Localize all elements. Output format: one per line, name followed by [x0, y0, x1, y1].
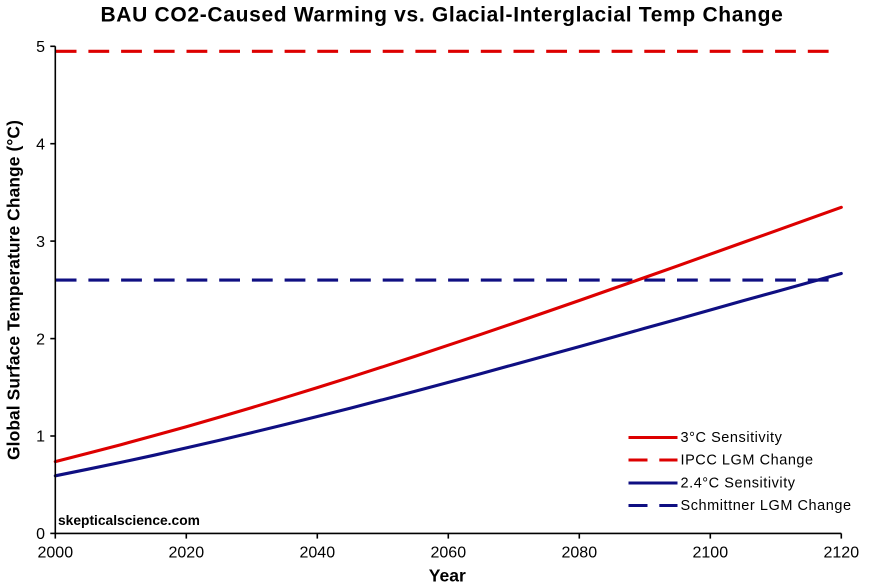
svg-text:Year: Year	[429, 566, 466, 586]
svg-text:2000: 2000	[38, 544, 74, 561]
svg-text:4: 4	[36, 136, 45, 153]
svg-text:2: 2	[36, 331, 45, 348]
svg-text:2120: 2120	[824, 544, 860, 561]
svg-text:BAU CO2-Caused Warming vs. Gla: BAU CO2-Caused Warming vs. Glacial-Inter…	[100, 3, 783, 26]
svg-text:2060: 2060	[431, 544, 467, 561]
svg-text:3°C Sensitivity: 3°C Sensitivity	[681, 430, 783, 446]
svg-text:Schmittner LGM Change: Schmittner LGM Change	[681, 498, 852, 514]
svg-text:2080: 2080	[562, 544, 598, 561]
svg-text:3: 3	[36, 234, 45, 251]
svg-text:Global Surface Temperature Cha: Global Surface Temperature Change (°C)	[3, 120, 23, 460]
svg-text:1: 1	[36, 429, 45, 446]
svg-text:2040: 2040	[300, 544, 336, 561]
svg-text:5: 5	[36, 39, 45, 56]
svg-text:skepticalscience.com: skepticalscience.com	[58, 513, 200, 528]
svg-text:IPCC LGM Change: IPCC LGM Change	[681, 453, 814, 469]
svg-text:2020: 2020	[169, 544, 205, 561]
svg-text:2.4°C Sensitivity: 2.4°C Sensitivity	[681, 476, 796, 492]
svg-text:0: 0	[36, 526, 45, 543]
svg-text:2100: 2100	[693, 544, 729, 561]
